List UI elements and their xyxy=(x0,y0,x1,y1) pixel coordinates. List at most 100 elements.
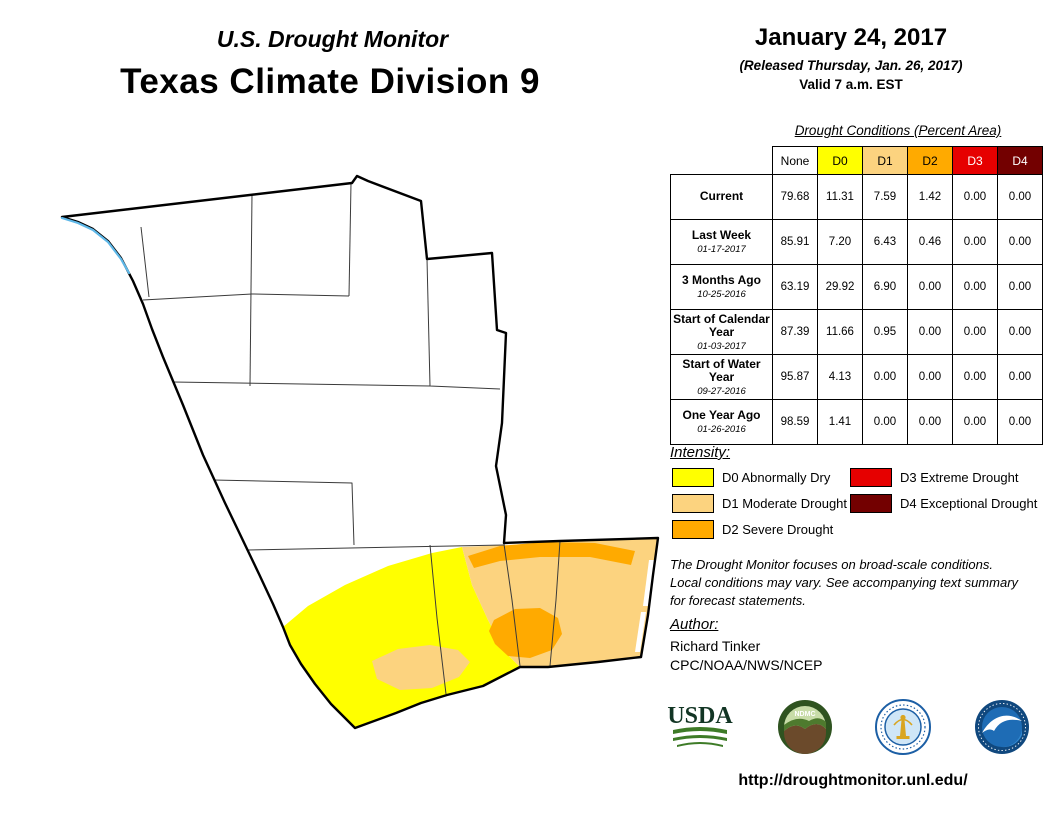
commerce-seal-logo xyxy=(875,699,932,755)
legend-label: D3 Extreme Drought xyxy=(900,470,1019,485)
value-cell: 1.41 xyxy=(817,399,863,445)
row-label: One Year Ago xyxy=(682,408,761,422)
value-cell: 7.59 xyxy=(862,174,908,220)
footer-url: http://droughtmonitor.unl.edu/ xyxy=(660,772,1046,790)
intensity-title: Intensity: xyxy=(670,444,731,461)
droughtmonitor-link[interactable]: http://droughtmonitor.unl.edu/ xyxy=(738,772,968,789)
d2-swatch xyxy=(672,520,714,539)
coast-strip xyxy=(635,612,646,652)
noaa-logo xyxy=(974,700,1029,754)
legend-item-d0: D0 Abnormally Dry xyxy=(672,468,830,487)
value-cell: 1.42 xyxy=(907,174,953,220)
table-row: One Year Ago 01-26-2016 98.59 1.41 0.00 … xyxy=(670,399,1043,445)
row-label: 3 Months Ago xyxy=(682,273,761,287)
col-none: None xyxy=(772,146,818,175)
value-cell: 0.00 xyxy=(907,399,953,445)
value-cell: 0.00 xyxy=(907,264,953,310)
table-header-row: None D0 D1 D2 D3 D4 xyxy=(670,146,1043,175)
map-date: January 24, 2017 xyxy=(754,24,948,51)
agency-logos: USDA NDMC xyxy=(666,696,1030,758)
value-cell: 79.68 xyxy=(772,174,818,220)
value-cell: 0.00 xyxy=(862,354,908,400)
d0-swatch xyxy=(672,468,714,487)
value-cell: 11.31 xyxy=(817,174,863,220)
value-cell: 0.00 xyxy=(907,354,953,400)
value-cell: 0.00 xyxy=(952,219,998,265)
d1-swatch xyxy=(672,494,714,513)
legend-item-d1: D1 Moderate Drought xyxy=(672,494,847,513)
program-title: U.S. Drought Monitor xyxy=(216,26,449,52)
value-cell: 85.91 xyxy=(772,219,818,265)
legend-label: D4 Exceptional Drought xyxy=(900,496,1038,511)
table-row: Start of Calendar Year 01-03-2017 87.39 … xyxy=(670,309,1043,355)
table-row: Start of Water Year 09-27-2016 95.87 4.1… xyxy=(670,354,1043,400)
legend-label: D2 Severe Drought xyxy=(722,522,834,537)
legend-item-d2: D2 Severe Drought xyxy=(672,520,833,539)
legend-label: D1 Moderate Drought xyxy=(722,496,848,511)
division-map xyxy=(60,174,660,730)
page-title: Texas Climate Division 9 xyxy=(120,62,540,101)
corner-cell xyxy=(670,146,773,175)
value-cell: 0.00 xyxy=(997,219,1043,265)
value-cell: 0.00 xyxy=(952,354,998,400)
author-name: Richard Tinker xyxy=(670,638,761,654)
ndmc-label: NDMC xyxy=(794,711,815,718)
value-cell: 0.00 xyxy=(952,399,998,445)
usda-logo: USDA xyxy=(667,703,733,747)
d4-swatch xyxy=(850,494,892,513)
disclaimer-line: The Drought Monitor focuses on broad-sca… xyxy=(670,557,994,572)
value-cell: 0.00 xyxy=(997,174,1043,220)
row-label: Current xyxy=(699,188,744,203)
valid-time: Valid 7 a.m. EST xyxy=(799,77,903,92)
value-cell: 0.00 xyxy=(952,264,998,310)
value-cell: 0.46 xyxy=(907,219,953,265)
value-cell: 95.87 xyxy=(772,354,818,400)
county-boundaries xyxy=(140,182,561,695)
d2-severe-drought-blob xyxy=(489,608,562,658)
col-d0: D0 xyxy=(817,146,863,175)
coast-strip xyxy=(643,560,654,606)
col-d1: D1 xyxy=(862,146,908,175)
value-cell: 0.00 xyxy=(862,399,908,445)
disclaimer-line: Local conditions may vary. See accompany… xyxy=(670,575,1019,590)
legend-item-d3: D3 Extreme Drought xyxy=(850,468,1019,487)
value-cell: 29.92 xyxy=(817,264,863,310)
value-cell: 4.13 xyxy=(817,354,863,400)
value-cell: 0.00 xyxy=(997,264,1043,310)
col-d3: D3 xyxy=(952,146,998,175)
value-cell: 6.90 xyxy=(862,264,908,310)
table-title: Drought Conditions (Percent Area) xyxy=(794,123,1002,138)
usda-label: USDA xyxy=(667,703,733,729)
disclaimer-text: The Drought Monitor focuses on broad-sca… xyxy=(670,556,1018,610)
drought-conditions-table: None D0 D1 D2 D3 D4 Current 79.68 11.31 … xyxy=(670,146,1043,445)
release-date: (Released Thursday, Jan. 26, 2017) xyxy=(739,58,963,73)
legend-label: D0 Abnormally Dry xyxy=(722,470,831,485)
d1-moderate-drought-patch xyxy=(372,645,470,690)
row-date: 10-25-2016 xyxy=(697,289,746,300)
row-label: Start of Water Year xyxy=(682,356,761,384)
table-row: Current 79.68 11.31 7.59 1.42 0.00 0.00 xyxy=(670,174,1043,220)
value-cell: 0.00 xyxy=(952,309,998,355)
d3-swatch xyxy=(850,468,892,487)
value-cell: 11.66 xyxy=(817,309,863,355)
value-cell: 98.59 xyxy=(772,399,818,445)
ndmc-logo: NDMC xyxy=(777,700,832,754)
table-row: Last Week 01-17-2017 85.91 7.20 6.43 0.4… xyxy=(670,219,1043,265)
row-date: 01-03-2017 xyxy=(697,340,746,352)
col-d2: D2 xyxy=(907,146,953,175)
d2-severe-drought-band xyxy=(468,542,635,568)
value-cell: 87.39 xyxy=(772,309,818,355)
author-org: CPC/NOAA/NWS/NCEP xyxy=(670,657,823,673)
author-title: Author: xyxy=(670,616,719,633)
row-label: Start of Calendar Year xyxy=(673,311,770,339)
value-cell: 0.00 xyxy=(997,309,1043,355)
row-date: 01-26-2016 xyxy=(697,424,746,435)
value-cell: 0.00 xyxy=(997,354,1043,400)
table-row: 3 Months Ago 10-25-2016 63.19 29.92 6.90… xyxy=(670,264,1043,310)
value-cell: 0.00 xyxy=(907,309,953,355)
row-date: 09-27-2016 xyxy=(697,385,746,397)
river-line xyxy=(60,216,131,275)
disclaimer-line: for forecast statements. xyxy=(670,593,806,608)
date-block: January 24, 2017 (Released Thursday, Jan… xyxy=(668,24,1034,92)
value-cell: 0.00 xyxy=(997,399,1043,445)
